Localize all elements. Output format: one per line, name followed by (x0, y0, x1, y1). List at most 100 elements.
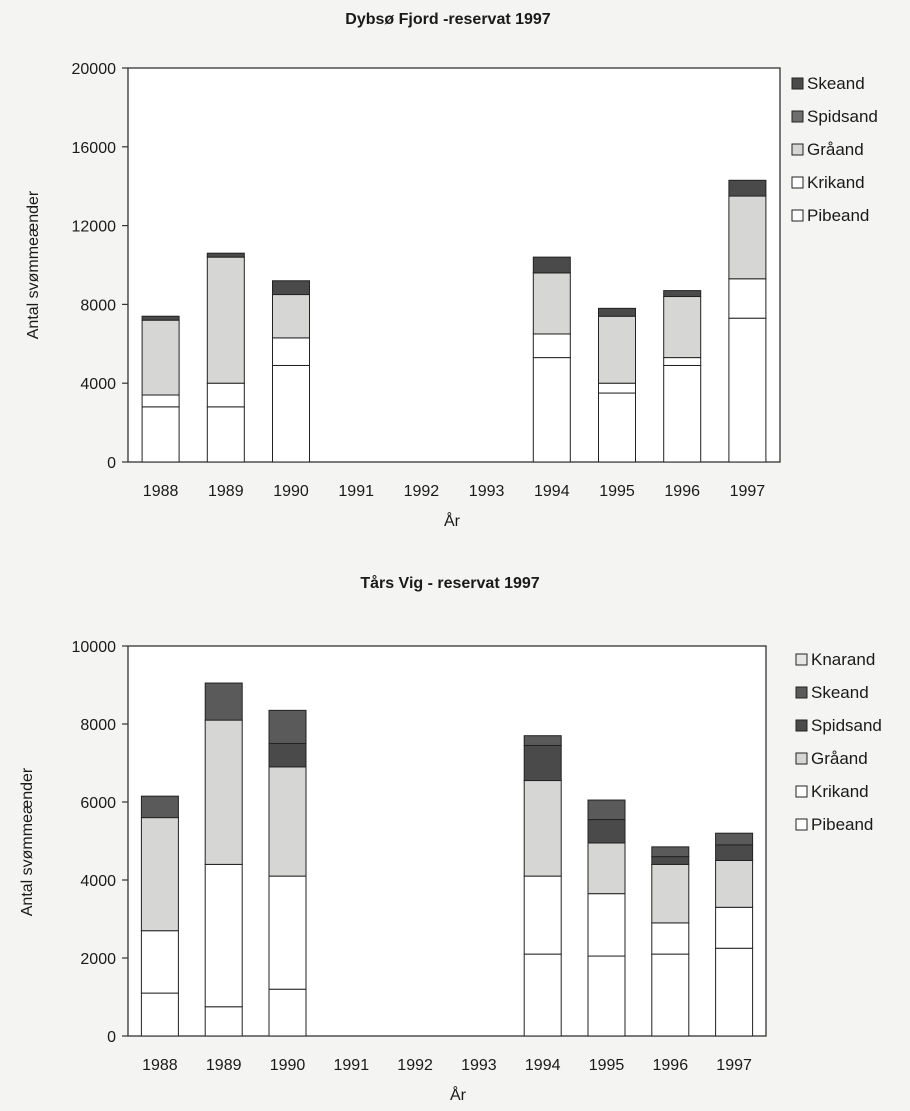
chart1-bar-1989-skeand (206, 252, 245, 258)
chart2-x-tick-label: 1996 (653, 1057, 689, 1074)
chart1-legend-label: Spidsand (807, 107, 878, 126)
chart2-x-tick-label: 1992 (397, 1057, 433, 1074)
chart1-bar-1996-krikand (663, 357, 702, 366)
chart2-legend-swatch (795, 719, 808, 732)
chart1-bar-1994-krikand (532, 333, 571, 359)
chart1-legend-label: Gråand (807, 140, 864, 159)
chart1-bar-1988-skeand (141, 315, 180, 321)
chart2-x-tick-label: 1989 (206, 1057, 242, 1074)
chart2-y-tick-label: 8000 (80, 717, 116, 734)
chart1-legend-label: Pibeand (807, 206, 869, 225)
chart1-bar-1990-krikand (272, 337, 310, 366)
chart1-bar-1996-skeand (663, 290, 702, 298)
chart2-legend-label: Skeand (811, 683, 869, 702)
chart2-bar-1995-krikand (587, 893, 626, 957)
chart2-y-tick-label: 0 (107, 1029, 116, 1046)
chart1-bar-1997-skeand (728, 179, 767, 197)
chart1-x-tick-label: 1995 (599, 483, 635, 500)
chart1-x-tick-label: 1991 (338, 483, 374, 500)
chart1-legend-swatch (791, 209, 804, 222)
chart1-bar-1997-pibeand (728, 317, 767, 463)
chart1-x-tick-labels: 1988 1989 1990 1991 1992 1993 1994 1995 1996 1997 (143, 483, 765, 500)
chart2-legend-label: Gråand (811, 749, 868, 768)
chart2-bar-1995-pibeand (587, 955, 626, 1037)
chart1-y-tick-label: 0 (107, 455, 116, 472)
chart2-x-tick-label: 1991 (334, 1057, 370, 1074)
chart2-bar-1994-gråand (523, 780, 562, 877)
chart1-bar-1994-gråand (532, 272, 571, 335)
chart1-x-tick-label: 1990 (273, 483, 309, 500)
chart1-legend-swatch (791, 77, 804, 90)
chart1-x-tick-label: 1992 (404, 483, 440, 500)
chart1-bar-1996-pibeand (663, 364, 702, 463)
chart2-bar-1994-pibeand (523, 953, 562, 1037)
chart1-bar-1989-gråand (206, 256, 245, 384)
chart1-bar-1988-krikand (141, 394, 180, 408)
chart1-bar-1996-gråand (663, 296, 702, 359)
chart1-y-tick-label: 16000 (72, 140, 117, 157)
chart2-bar-1996-pibeand (651, 953, 690, 1037)
chart1-y-ticks: 0 4000 8000 12000 16000 20000 (72, 61, 128, 472)
chart2-bar-1997-krikand (715, 906, 754, 949)
chart2-bar-1988-gråand (140, 817, 179, 932)
chart2-bar-1997-gråand (715, 860, 754, 908)
chart2-y-tick-label: 2000 (80, 951, 116, 968)
chart2-bar-1996-krikand (651, 922, 690, 955)
chart2-x-axis-label: År (450, 1085, 467, 1104)
chart2-legend-swatch (795, 686, 808, 699)
chart2-legend-swatch (795, 752, 808, 765)
chart2-legend: Knarand Skeand Spidsand Gråand Krikand Pibean… (795, 650, 882, 834)
chart1-bar-1997-krikand (728, 278, 767, 319)
chart1-y-axis-label: Antal svømmeænder (25, 190, 42, 339)
chart1-y-tick-label: 12000 (72, 219, 117, 236)
chart2-x-tick-label: 1995 (589, 1057, 625, 1074)
chart2-bars (140, 682, 754, 1037)
chart2-x-tick-label: 1994 (525, 1057, 561, 1074)
chart2-bar-1988-krikand (140, 930, 179, 994)
chart1-bar-1988-pibeand (141, 406, 180, 463)
chart2-y-tick-label: 6000 (80, 795, 116, 812)
chart1-bar-1997-gråand (728, 195, 767, 280)
chart2-bar-1996-gråand (651, 863, 690, 924)
chart1-bar-1990-gråand (272, 294, 310, 339)
chart1-bar-1990-skeand (272, 280, 310, 296)
chart2-bar-1995-skeand (587, 799, 626, 821)
chart2-y-ticks: 0 2000 4000 6000 8000 10000 (72, 639, 128, 1046)
chart2-title: Tårs Vig - reservat 1997 (360, 574, 539, 592)
chart2-bar-1994-skeand (523, 735, 562, 746)
chart-tars-vig: Tårs Vig - reservat 1997 Antal svømmeænd… (19, 574, 882, 1104)
chart1-bar-1990-pibeand (272, 364, 310, 463)
chart2-legend-label: Knarand (811, 650, 875, 669)
chart1-legend-label: Skeand (807, 74, 865, 93)
chart2-y-tick-label: 4000 (80, 873, 116, 890)
chart2-bar-1995-spidsand (587, 819, 626, 844)
chart-dybso-fjord: Dybsø Fjord -reservat 1997 Antal svømmeæ… (25, 11, 878, 530)
chart1-legend-swatch (791, 143, 804, 156)
chart2-bar-1988-skeand (140, 795, 179, 819)
chart2-y-tick-label: 10000 (72, 639, 117, 656)
chart1-y-tick-label: 8000 (80, 297, 116, 314)
chart1-x-tick-label: 1994 (534, 483, 570, 500)
chart1-bar-1989-krikand (206, 382, 245, 408)
chart2-bar-1989-krikand (204, 863, 243, 1008)
chart1-legend-swatch (791, 110, 804, 123)
chart1-y-tick-label: 20000 (72, 61, 117, 78)
chart1-y-tick-label: 4000 (80, 376, 116, 393)
chart1-x-tick-label: 1997 (730, 483, 766, 500)
chart2-bar-1996-spidsand (651, 856, 690, 865)
chart1-x-tick-label: 1989 (208, 483, 244, 500)
chart2-y-axis-label: Antal svømmeænder (19, 767, 36, 916)
chart2-bar-1997-pibeand (715, 947, 754, 1037)
chart1-title: Dybsø Fjord -reservat 1997 (345, 11, 551, 28)
chart2-x-tick-label: 1990 (270, 1057, 306, 1074)
chart2-bar-1989-pibeand (204, 1006, 243, 1037)
chart1-bar-1995-krikand (598, 382, 636, 394)
chart2-x-tick-label: 1997 (716, 1057, 752, 1074)
chart2-bar-1996-skeand (651, 846, 690, 858)
chart2-bar-1989-gråand (204, 719, 243, 865)
chart1-bar-1995-pibeand (598, 392, 636, 463)
chart2-bar-1995-gråand (587, 842, 626, 895)
chart2-legend-swatch (795, 785, 808, 798)
